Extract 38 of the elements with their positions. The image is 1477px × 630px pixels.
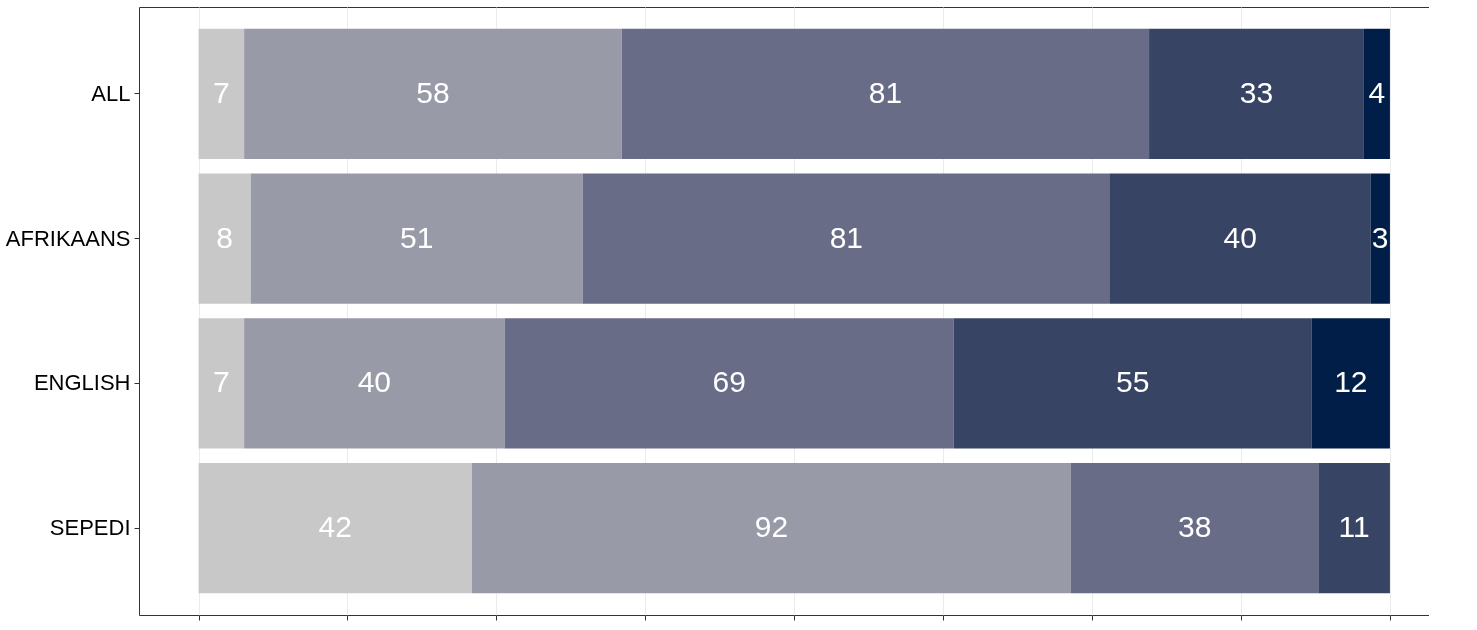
- data-label: 81: [829, 220, 864, 254]
- data-label: 55: [1116, 365, 1150, 399]
- data-label: 33: [1239, 75, 1274, 109]
- bar: [198, 463, 472, 594]
- data-label: 40: [1223, 220, 1257, 254]
- data-label: 11: [1338, 510, 1370, 544]
- y-tick-label: AFRIKAANS: [5, 225, 131, 251]
- bar: [504, 318, 954, 449]
- data-label: 92: [754, 510, 789, 544]
- bar: [1149, 28, 1364, 159]
- bar: [1070, 463, 1319, 594]
- bar: [1370, 173, 1390, 304]
- bar: [582, 173, 1110, 304]
- bar: [250, 173, 583, 304]
- data-label: 81: [868, 75, 903, 109]
- bar: [198, 318, 245, 449]
- data-label: 69: [712, 365, 746, 399]
- data-label: 58: [416, 75, 450, 109]
- bar: [953, 318, 1312, 449]
- bar: [472, 463, 1071, 594]
- bar: [1363, 28, 1390, 159]
- bar: [244, 28, 622, 159]
- bar: [1318, 463, 1390, 594]
- y-tick-label: SEPEDI: [49, 515, 131, 541]
- data-label: 38: [1177, 510, 1212, 544]
- bar: [621, 28, 1150, 159]
- bar: [198, 28, 245, 159]
- bar: [198, 173, 251, 304]
- y-tick-label: ENGLISH: [33, 370, 131, 396]
- data-label: 4: [1368, 75, 1386, 109]
- data-label: 12: [1334, 365, 1368, 399]
- bar: [244, 318, 505, 449]
- y-tick-label: ALL: [91, 80, 131, 106]
- bar: [1110, 173, 1371, 304]
- data-label: 51: [399, 220, 434, 254]
- data-label: 40: [357, 365, 392, 399]
- data-label: 3: [1371, 220, 1389, 254]
- bar: [1311, 318, 1390, 449]
